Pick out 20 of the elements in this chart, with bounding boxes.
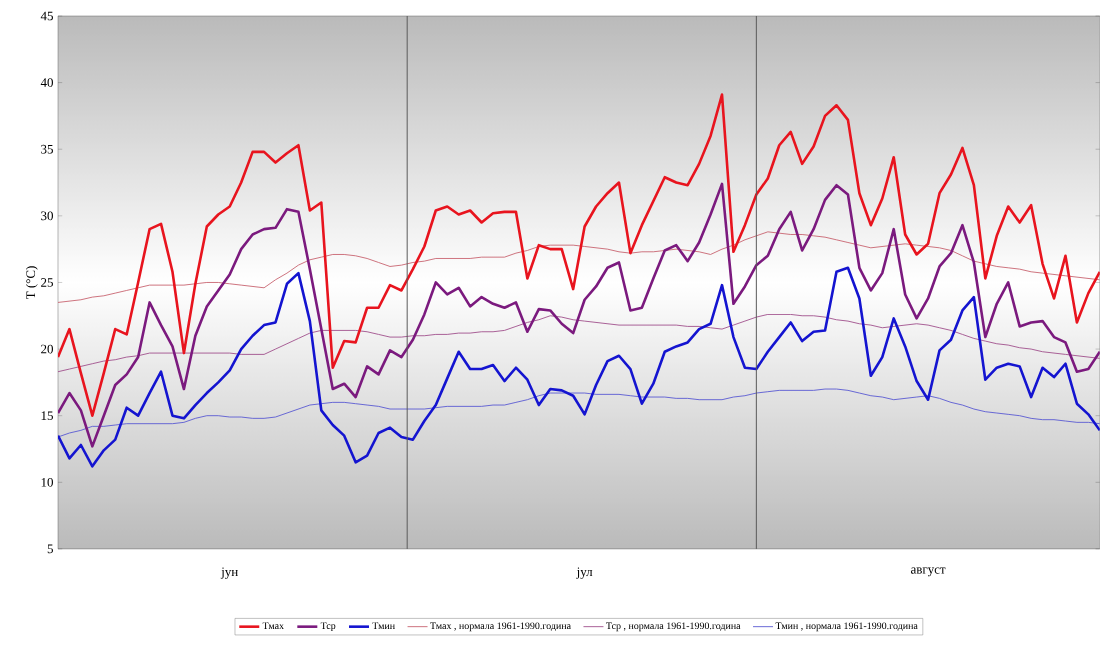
y-axis-title: T (°C) xyxy=(25,266,38,300)
y-tick-label: 35 xyxy=(41,144,53,154)
legend-label: Тср xyxy=(320,622,336,632)
x-tick-label: јул xyxy=(576,567,593,579)
y-tick-label: 30 xyxy=(41,211,53,221)
y-tick-label: 40 xyxy=(40,78,53,88)
y-tick-label: 5 xyxy=(47,544,53,554)
y-tick-label: 20 xyxy=(41,344,53,354)
legend-label: Тмах xyxy=(262,622,284,630)
line-series xyxy=(58,266,1100,468)
legend-label: Тмин , нормала 1961-1990.година xyxy=(775,622,918,632)
legend-label: Тмах , нормала 1961-1990.година xyxy=(430,622,571,632)
legend-label: Тмин xyxy=(372,622,395,630)
y-tick-label: 15 xyxy=(41,411,53,421)
x-tick-label: август xyxy=(911,567,946,577)
legend-label: Тср , нормала 1961-1990.година xyxy=(606,622,741,632)
x-tick-label: јун xyxy=(220,567,238,579)
y-tick-label: 10 xyxy=(41,477,53,487)
y-tick-label: 25 xyxy=(41,278,53,287)
y-tick-label: 45 xyxy=(40,11,53,21)
